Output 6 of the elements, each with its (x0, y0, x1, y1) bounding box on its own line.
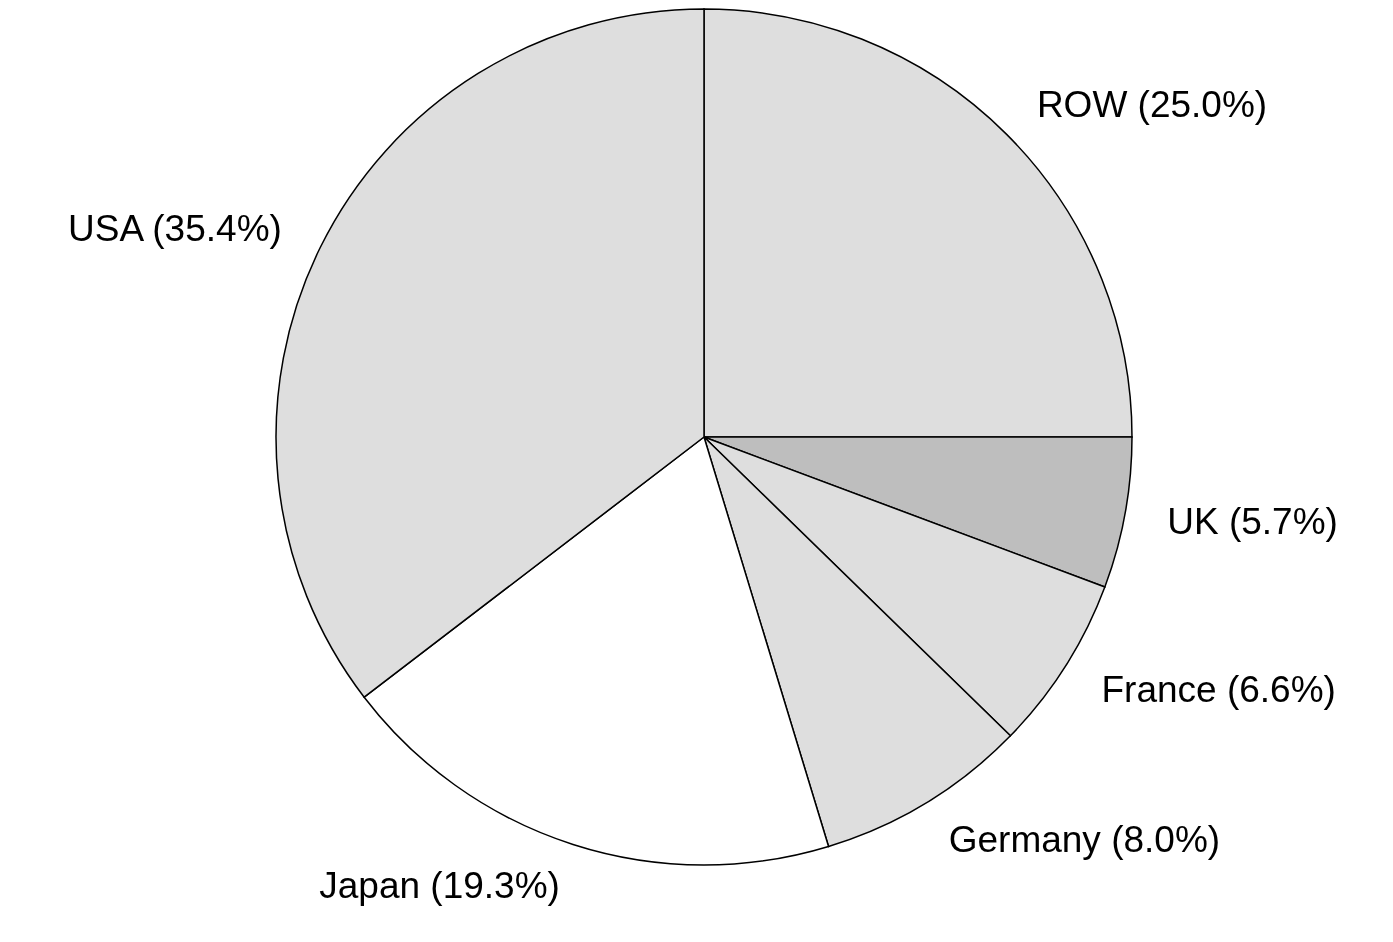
slice-label: USA (35.4%) (67, 208, 282, 250)
slice-label: Germany (8.0%) (948, 819, 1221, 861)
slice-label: France (6.6%) (1101, 669, 1336, 711)
slice-label: UK (5.7%) (1167, 500, 1338, 542)
slice-label: Japan (19.3%) (319, 865, 560, 907)
slice-label: ROW (25.0%) (1036, 84, 1268, 126)
